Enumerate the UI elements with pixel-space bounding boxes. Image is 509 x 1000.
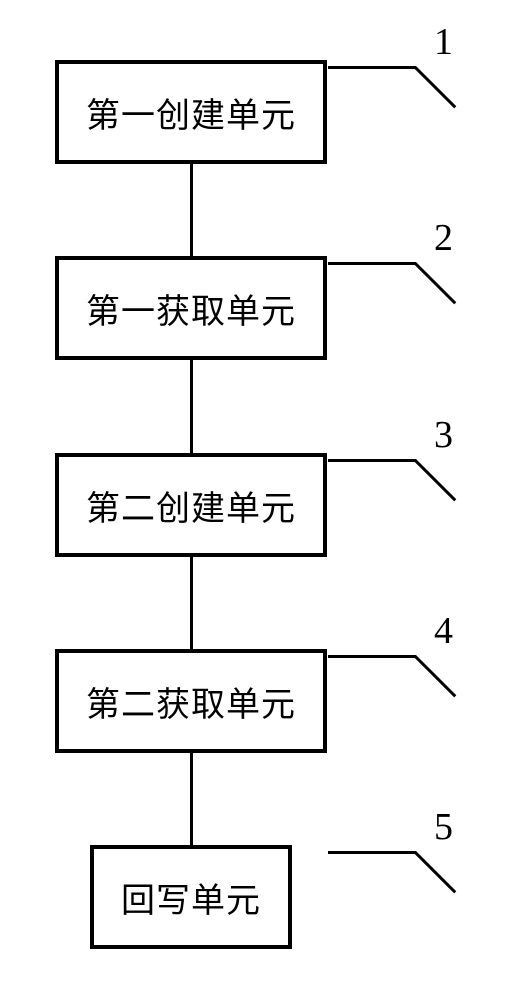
flowchart-canvas: 第一创建单元 1 第一获取单元 2 第二创建单元 3 第二获取单元 4 回写单元 5	[0, 0, 509, 1000]
callout-horizontal	[328, 851, 416, 854]
node-label: 第一获取单元	[86, 284, 296, 333]
callout-diagonal	[414, 655, 456, 697]
callout-horizontal	[328, 459, 416, 462]
callout-number: 3	[434, 413, 453, 457]
node-n2: 第一获取单元	[55, 256, 327, 360]
callout-number: 2	[434, 216, 453, 260]
node-label: 回写单元	[121, 873, 261, 922]
callout-diagonal	[414, 262, 456, 304]
callout-horizontal	[328, 66, 416, 69]
callout-diagonal	[414, 851, 456, 893]
callout-horizontal	[328, 655, 416, 658]
callout-number: 5	[434, 805, 453, 849]
node-n3: 第二创建单元	[55, 453, 327, 557]
edge-n1-n2	[190, 164, 193, 256]
edge-n4-n5	[190, 753, 193, 845]
node-label: 第二创建单元	[86, 481, 296, 530]
callout-diagonal	[414, 459, 456, 501]
edge-n2-n3	[190, 360, 193, 453]
node-n4: 第二获取单元	[55, 649, 327, 753]
node-n1: 第一创建单元	[55, 60, 327, 164]
callout-horizontal	[328, 262, 416, 265]
callout-number: 1	[434, 20, 453, 64]
node-n5: 回写单元	[90, 845, 292, 949]
edge-n3-n4	[190, 557, 193, 649]
node-label: 第二获取单元	[86, 677, 296, 726]
callout-diagonal	[414, 66, 456, 108]
callout-number: 4	[434, 609, 453, 653]
node-label: 第一创建单元	[86, 88, 296, 137]
